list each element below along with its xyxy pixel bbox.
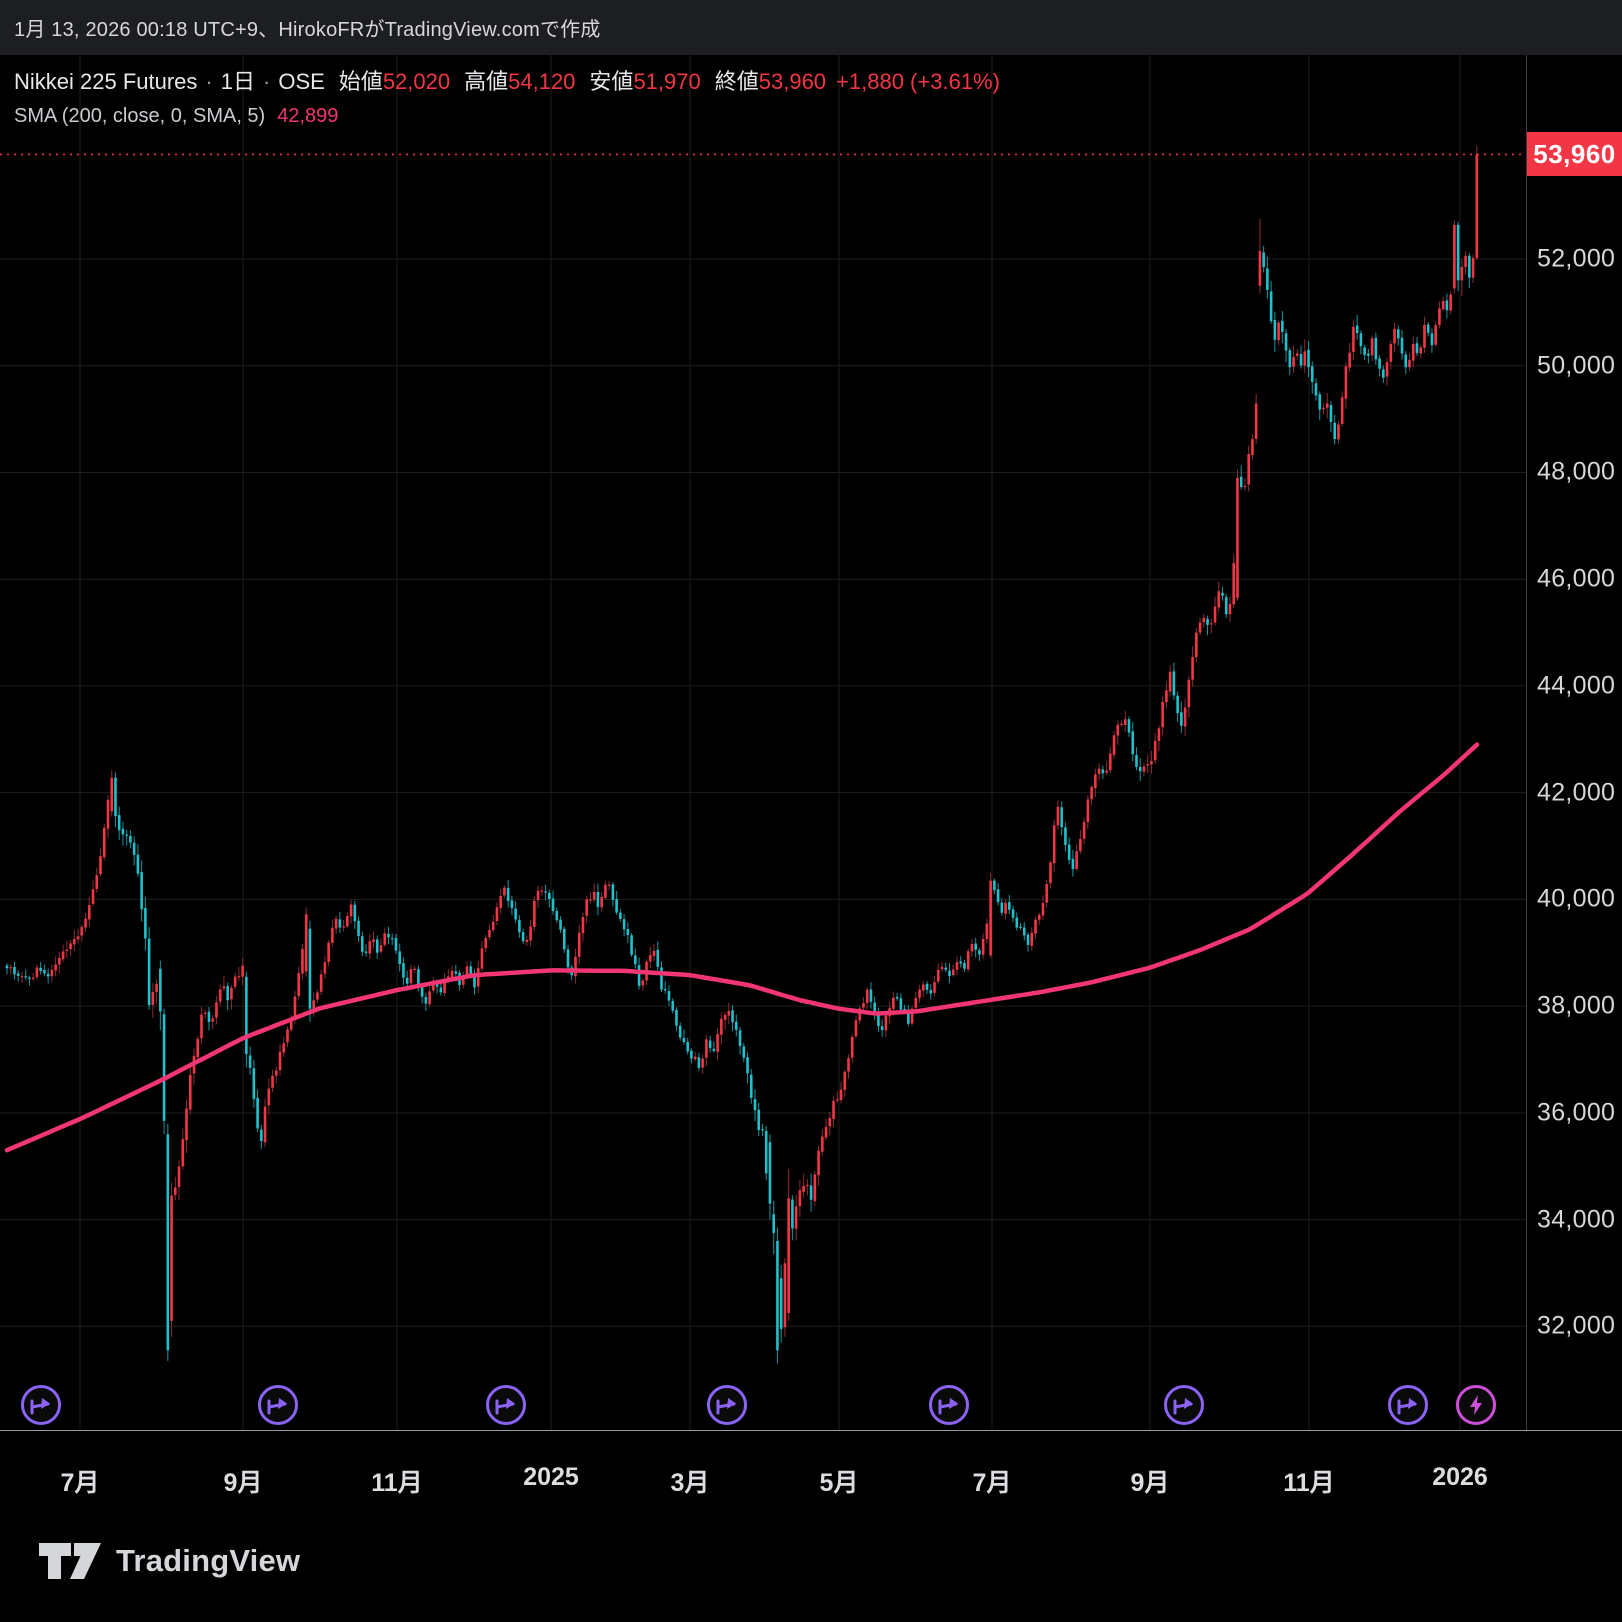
time-axis-label: 7月 [972,1469,1012,1497]
time-axis-label: 9月 [1130,1469,1170,1497]
contract-rollover-icon[interactable] [929,1385,969,1425]
creation-timestamp: 1月 13, 2026 00:18 UTC+9、HirokoFRがTrading… [14,19,601,41]
close-label: 終値 [714,69,759,94]
tradingview-logo-icon [39,1543,101,1579]
price-tick-label: 46,000 [1537,564,1616,593]
legend-separator: · [263,69,271,94]
price-tick-label: 50,000 [1537,351,1616,380]
contract-rollover-icon[interactable] [1388,1385,1428,1425]
high-label: 高値 [464,69,509,94]
change-value: +1,880 (+3.61%) [836,69,1000,94]
time-axis-label: 3月 [670,1469,710,1497]
low-label: 安値 [589,69,634,94]
low-value: 51,970 [633,69,701,94]
sma-200-line[interactable] [4,742,1480,1153]
chart-legend: Nikkei 225 Futures · 1日 · OSE 始値 52,020 … [14,64,1000,128]
price-tick-label: 40,000 [1537,884,1616,913]
sma-value: 42,899 [277,105,339,127]
price-tick-label: 48,000 [1537,457,1616,486]
time-axis[interactable]: 7月 9月 11月 2025 3月 5月 7月 9月 11月 2026 [0,1430,1622,1511]
contract-rollover-icon[interactable] [707,1385,747,1425]
symbol-title: Nikkei 225 Futures [14,69,198,94]
flash-event-icon[interactable] [1456,1385,1496,1425]
contract-rollover-icon[interactable] [21,1385,61,1425]
candle-wicks [6,145,1478,1364]
tradingview-logo-text: TradingView [116,1543,301,1578]
price-tick-label: 44,000 [1537,671,1616,700]
event-markers [21,1385,1496,1425]
time-axis-label: 9月 [223,1469,263,1497]
candle-bodies [5,154,1479,1351]
price-tick-label: 32,000 [1537,1311,1616,1340]
high-value: 54,120 [508,69,576,94]
contract-rollover-icon[interactable] [258,1385,298,1425]
time-axis-label: 11月 [1283,1469,1335,1497]
price-tick-label: 52,000 [1537,244,1616,273]
time-axis-label: 5月 [819,1469,859,1497]
time-axis-label: 7月 [60,1469,100,1497]
grid [0,55,1526,1430]
contract-rollover-icon[interactable] [486,1385,526,1425]
price-tick-label: 36,000 [1537,1098,1616,1127]
last-price-badge[interactable]: 53,960 [1527,132,1622,177]
symbol-interval[interactable]: 1日 [220,69,255,94]
price-tick-label: 38,000 [1537,991,1616,1020]
open-label: 始値 [338,69,383,94]
time-axis-label: 2026 [1432,1463,1488,1491]
legend-separator: · [205,69,213,94]
contract-rollover-icon[interactable] [1164,1385,1204,1425]
sma-label: SMA (200, close, 0, SMA, 5) [14,105,266,127]
close-value: 53,960 [758,69,827,94]
time-axis-label: 11月 [371,1469,423,1497]
open-value: 52,020 [382,69,451,94]
chart-pane[interactable] [0,55,1526,1430]
price-axis[interactable]: 52,000 50,000 48,000 46,000 44,000 42,000 40,0… [1526,55,1622,1430]
legend-symbol-row[interactable]: Nikkei 225 Futures · 1日 · OSE 始値 52,020 … [14,64,1000,96]
tradingview-logo[interactable]: TradingView [38,1540,300,1582]
time-axis-label: 2025 [523,1463,579,1491]
price-tick-label: 34,000 [1537,1205,1616,1234]
price-tick-label: 42,000 [1537,778,1616,807]
legend-sma-row[interactable]: SMA (200, close, 0, SMA, 5) 42,899 [14,105,1000,128]
symbol-exchange: OSE [278,69,325,94]
screenshot-header-bar: 1月 13, 2026 00:18 UTC+9、HirokoFRがTrading… [0,0,1622,55]
